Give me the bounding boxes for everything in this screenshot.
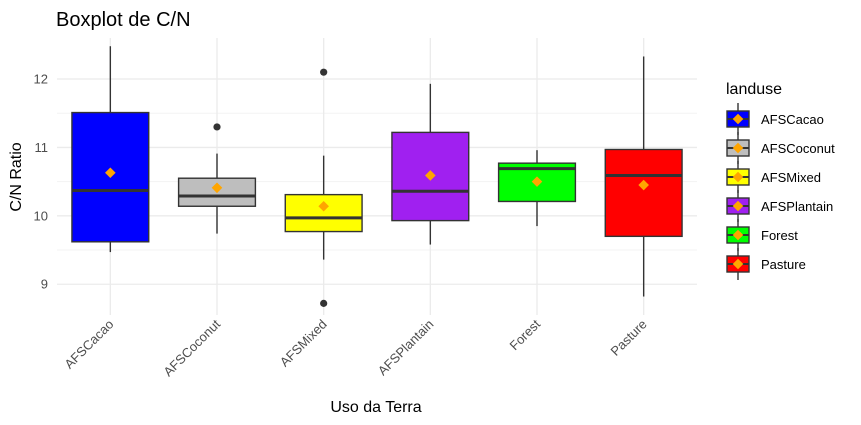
mean-marker <box>638 179 649 191</box>
box-iqr <box>604 148 683 238</box>
legend-label: AFSPlantain <box>761 199 833 214</box>
y-tick-label: 11 <box>35 140 49 155</box>
mean-marker <box>105 167 116 179</box>
legend-key-mean <box>732 113 744 125</box>
box-afscoconut <box>177 123 257 234</box>
legend-item-afscacao: AFSCacao <box>726 103 824 135</box>
y-tick-label: 9 <box>41 277 48 292</box>
x-tick-label: Forest <box>506 316 543 353</box>
boxplot-series <box>71 46 683 307</box>
legend-key-mean <box>732 171 744 183</box>
x-axis-title: Uso da Terra <box>330 399 421 416</box>
legend-label: AFSCacao <box>761 112 824 127</box>
legend-label: AFSMixed <box>761 170 821 185</box>
legend-key-mean <box>732 258 744 270</box>
box-iqr <box>284 193 363 233</box>
outlier-point <box>320 68 328 76</box>
legend-label: Pasture <box>761 257 806 272</box>
mean-marker <box>425 170 436 181</box>
legend-key-mean <box>732 142 744 154</box>
x-tick-label: AFSPlantain <box>375 317 437 379</box>
outlier-point <box>320 299 328 307</box>
legend-item-pasture: Pasture <box>726 248 806 280</box>
chart-title: Boxplot de C/N <box>56 9 191 31</box>
x-axis-ticks: AFSCacao AFSCoconut AFSMixed AFSPlantain For… <box>61 316 649 379</box>
box-afscacao <box>71 46 150 253</box>
box-afsplantain <box>391 83 470 245</box>
x-tick-label: AFSCacao <box>61 317 116 372</box>
y-axis-ticks: 9 10 11 12 <box>34 72 48 292</box>
legend-item-afsmixed: AFSMixed <box>726 161 821 193</box>
box-forest <box>497 150 577 227</box>
legend-item-forest: Forest <box>726 219 798 251</box>
mean-marker <box>211 182 223 194</box>
x-tick-label: AFSMixed <box>277 317 330 370</box>
legend-item-afsplantain: AFSPlantain <box>726 190 833 222</box>
legend-key-mean <box>732 200 744 212</box>
legend-key-mean <box>732 229 744 241</box>
box-pasture <box>604 56 683 297</box>
outlier-point <box>213 123 221 131</box>
mean-marker <box>318 200 329 212</box>
mean-marker <box>531 176 543 187</box>
x-tick-label: Pasture <box>607 317 649 359</box>
y-tick-label: 12 <box>34 72 48 87</box>
legend-title: landuse <box>726 81 782 98</box>
legend-label: AFSCoconut <box>761 141 835 156</box>
legend-item-afscoconut: AFSCoconut <box>726 132 835 164</box>
y-axis-title: C/N Ratio <box>8 142 25 211</box>
grid-lines <box>57 38 697 315</box>
legend: landuse AFSCacao AFSCoconut AFSMixed AFSPla… <box>726 81 835 280</box>
legend-label: Forest <box>761 228 798 243</box>
y-tick-label: 10 <box>34 208 48 223</box>
box-afsmixed <box>284 68 363 307</box>
x-tick-label: AFSCoconut <box>160 316 223 379</box>
